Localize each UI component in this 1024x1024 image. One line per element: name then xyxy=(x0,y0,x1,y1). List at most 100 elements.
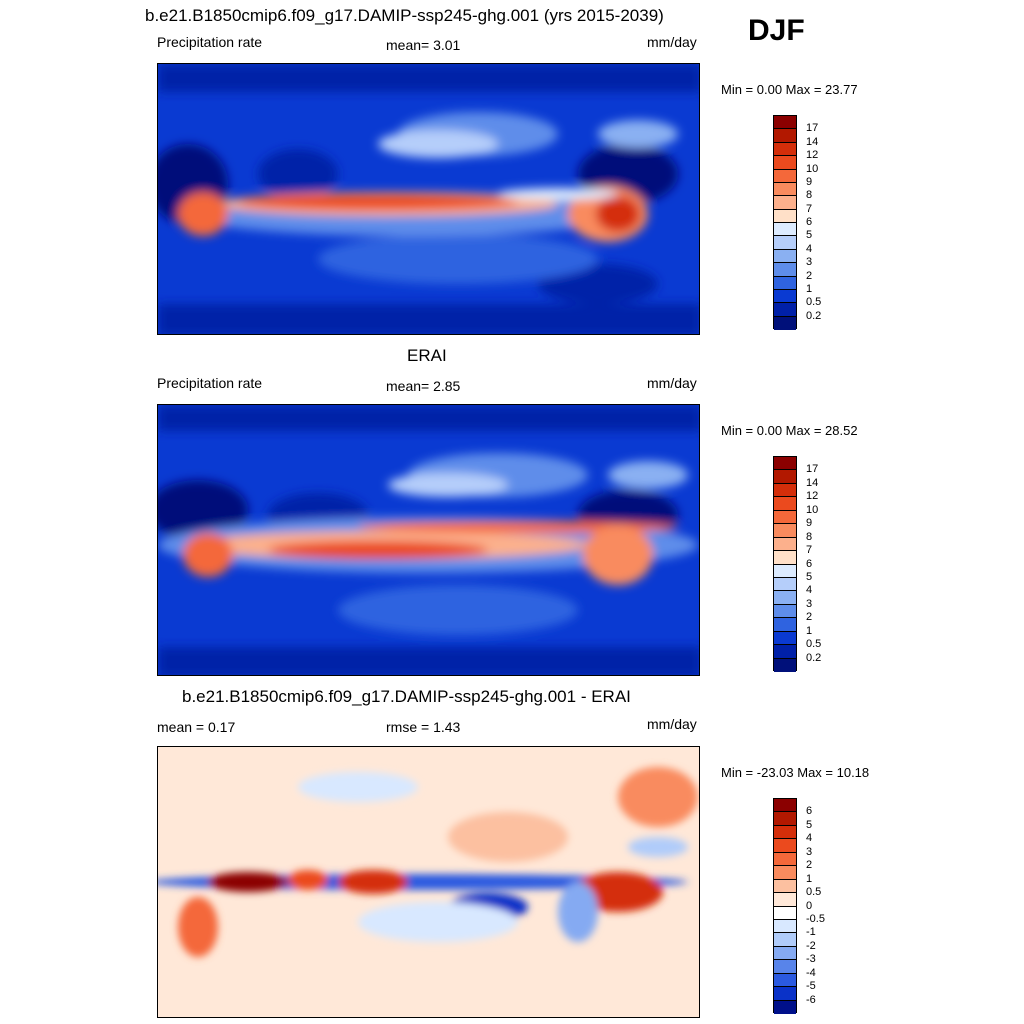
colorbar-tick-label: 6 xyxy=(806,557,813,570)
colorbar-segment xyxy=(774,933,796,947)
panel2-minmax: Min = 0.00 Max = 28.52 xyxy=(721,423,858,438)
colorbar-tick-label: 10 xyxy=(806,162,819,175)
colorbar-segment xyxy=(774,303,796,317)
colorbar-tick-label: 10 xyxy=(806,503,819,516)
colorbar-segment xyxy=(774,631,796,646)
colorbar-tick-label: 4 xyxy=(806,832,813,845)
colorbar-segment xyxy=(774,812,796,826)
colorbar-segment xyxy=(774,483,796,498)
colorbar-segment xyxy=(774,236,796,250)
colorbar-tick-label: 12 xyxy=(806,149,819,162)
colorbar-segment xyxy=(774,564,796,578)
colorbar-segment xyxy=(774,645,796,659)
colorbar-tick-label: 0.2 xyxy=(806,309,822,322)
colorbar-tick-label: 0.5 xyxy=(806,638,822,651)
colorbar-segment xyxy=(774,946,796,961)
colorbar-tick-label: -4 xyxy=(806,966,816,979)
colorbar-segment xyxy=(774,618,796,632)
colorbar-tick-label: 4 xyxy=(806,584,813,597)
colorbar-tick-label: 8 xyxy=(806,189,813,202)
colorbar-segment xyxy=(774,169,796,183)
colorbar-tick-label: 12 xyxy=(806,490,819,503)
colorbar-tick-label: -2 xyxy=(806,939,816,952)
colorbar-segment xyxy=(774,960,796,974)
colorbar-segment xyxy=(774,129,796,143)
colorbar-tick-label: 5 xyxy=(806,570,813,583)
colorbar-segment xyxy=(774,249,796,264)
colorbar-segment xyxy=(774,1000,796,1014)
colorbar-tick-label: 3 xyxy=(806,845,813,858)
colorbar-tick-label: -3 xyxy=(806,953,816,966)
colorbar-segment xyxy=(774,839,796,853)
colorbar-segment xyxy=(774,658,796,672)
colorbar-segment xyxy=(774,156,796,170)
panel3-map xyxy=(157,746,700,1018)
colorbar-segment xyxy=(774,116,796,130)
colorbar-tick-label: 3 xyxy=(806,597,813,610)
panel3-title: b.e21.B1850cmip6.f09_g17.DAMIP-ssp245-gh… xyxy=(182,687,631,706)
colorbar-tick-label: 9 xyxy=(806,175,813,188)
panel3-mean-label: mean = 0.17 xyxy=(157,719,236,735)
colorbar-tick-label: 6 xyxy=(806,216,813,228)
colorbar-segment xyxy=(774,470,796,484)
panel2-colorbar xyxy=(773,456,797,672)
colorbar-tick-label: 17 xyxy=(806,463,819,476)
colorbar-segment xyxy=(774,799,796,813)
colorbar-tick-label: 7 xyxy=(806,544,813,557)
colorbar-tick-label: -6 xyxy=(806,993,816,1006)
colorbar-segment xyxy=(774,577,796,592)
colorbar-tick-label: 0.5 xyxy=(806,886,822,899)
colorbar-segment xyxy=(774,973,796,988)
colorbar-tick-label: 1 xyxy=(806,282,813,295)
colorbar-segment xyxy=(774,537,796,552)
colorbar-tick-label: 2 xyxy=(806,269,813,282)
colorbar-segment xyxy=(774,289,796,304)
colorbar-segment xyxy=(774,182,796,197)
panel1-mean-label: mean= 3.01 xyxy=(386,37,461,53)
panel2-left-label: Precipitation rate xyxy=(157,375,263,391)
colorbar-tick-label: -0.5 xyxy=(806,912,825,925)
colorbar-segment xyxy=(774,879,796,894)
colorbar-segment xyxy=(774,510,796,525)
colorbar-segment xyxy=(774,457,796,471)
colorbar-segment xyxy=(774,276,796,290)
colorbar-segment xyxy=(774,906,796,920)
colorbar-tick-label: 17 xyxy=(806,122,819,135)
main-title: b.e21.B1850cmip6.f09_g17.DAMIP-ssp245-gh… xyxy=(145,6,664,25)
colorbar-segment xyxy=(774,591,796,605)
colorbar-tick-label: -5 xyxy=(806,980,816,993)
colorbar-segment xyxy=(774,919,796,934)
colorbar-tick-label: 5 xyxy=(806,229,813,242)
colorbar-segment xyxy=(774,263,796,277)
panel1-left-label: Precipitation rate xyxy=(157,34,263,50)
colorbar-tick-label: 9 xyxy=(806,517,813,530)
panel1-map xyxy=(157,63,700,335)
panel3-rmse-label: rmse = 1.43 xyxy=(386,719,461,735)
colorbar-segment xyxy=(774,209,796,223)
panel2-map xyxy=(157,404,700,676)
colorbar-tick-label: 1 xyxy=(806,624,813,637)
colorbar-tick-label: 7 xyxy=(806,202,813,215)
panel2-mean-label: mean= 2.85 xyxy=(386,378,461,394)
colorbar-tick-label: 4 xyxy=(806,242,813,255)
panel3-colorbar xyxy=(773,798,797,1014)
colorbar-segment xyxy=(774,497,796,511)
colorbar-tick-label: 2 xyxy=(806,611,813,624)
colorbar-segment xyxy=(774,223,796,237)
colorbar-tick-label: 0.5 xyxy=(806,296,822,309)
colorbar-segment xyxy=(774,893,796,907)
colorbar-tick-label: 0 xyxy=(806,899,813,912)
colorbar-tick-label: 0.2 xyxy=(806,651,822,664)
panel2-title: ERAI xyxy=(407,346,447,365)
colorbar-segment xyxy=(774,142,796,157)
colorbar-segment xyxy=(774,825,796,840)
colorbar-segment xyxy=(774,551,796,565)
colorbar-segment xyxy=(774,196,796,210)
colorbar-tick-label: 1 xyxy=(806,872,813,885)
colorbar-tick-label: 8 xyxy=(806,530,813,543)
colorbar-tick-label: 14 xyxy=(806,476,819,489)
colorbar-segment xyxy=(774,524,796,538)
colorbar-segment xyxy=(774,852,796,867)
colorbar-tick-label: 14 xyxy=(806,135,819,148)
colorbar-tick-label: 3 xyxy=(806,256,813,269)
